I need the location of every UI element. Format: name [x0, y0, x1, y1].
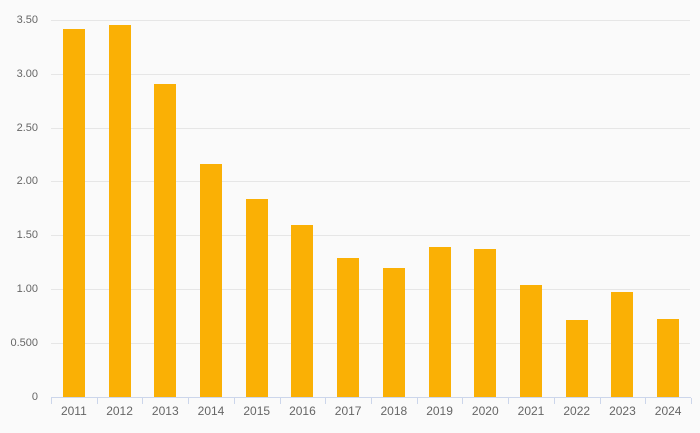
y-axis-label-2.50: 2.50 [16, 121, 38, 134]
gridline-0.500 [51, 343, 690, 345]
y-axis-label-0.500: 0.500 [10, 337, 38, 350]
x-axis-tick [645, 398, 647, 404]
bar-2021[interactable] [520, 284, 542, 397]
bar-2024[interactable] [657, 319, 680, 397]
x-axis-label-2017: 2017 [334, 404, 362, 418]
x-axis-label-2022: 2022 [563, 404, 591, 418]
gridline-2.00 [51, 181, 690, 183]
gridline-1.50 [51, 235, 690, 237]
x-axis-label-2024: 2024 [654, 404, 682, 418]
bar-2013[interactable] [154, 84, 177, 397]
bar-2023[interactable] [611, 292, 634, 397]
x-axis-label-2021: 2021 [517, 404, 545, 418]
x-axis-label-2020: 2020 [471, 404, 499, 418]
bar-2015[interactable] [245, 198, 268, 397]
gridline-3.00 [51, 73, 690, 75]
bar-2016[interactable] [291, 224, 314, 397]
x-axis-tick [508, 398, 510, 404]
x-axis-tick [325, 398, 327, 404]
x-axis-tick [553, 398, 555, 404]
bar-2011[interactable] [62, 29, 85, 397]
x-axis-label-2012: 2012 [106, 404, 133, 418]
x-axis-label-2018: 2018 [380, 404, 408, 418]
x-axis-tick [462, 398, 464, 404]
x-axis-label-2014: 2014 [197, 404, 225, 418]
x-axis-tick [142, 398, 144, 404]
x-axis-tick [96, 398, 98, 404]
x-axis-tick [416, 398, 418, 404]
gridline-1.00 [51, 289, 690, 291]
bar-2022[interactable] [565, 320, 588, 397]
bar-2017[interactable] [337, 257, 360, 397]
x-axis-label-2013: 2013 [151, 404, 179, 418]
x-axis-tick [233, 398, 235, 404]
y-axis-label-1.50: 1.50 [16, 229, 38, 242]
y-axis-label-3.50: 3.50 [16, 13, 38, 26]
gridline-2.50 [51, 127, 690, 129]
x-axis-label-2016: 2016 [289, 404, 316, 418]
bar-2012[interactable] [108, 25, 131, 397]
bar-2019[interactable] [428, 247, 451, 397]
bar-2020[interactable] [474, 249, 497, 397]
bar-2018[interactable] [382, 267, 405, 397]
x-axis-tick [371, 398, 372, 404]
gridline-3.50 [51, 19, 690, 21]
y-axis-label-3.00: 3.00 [16, 67, 38, 80]
x-axis-label-2019: 2019 [426, 404, 453, 418]
x-axis-label-2011: 2011 [60, 404, 87, 418]
x-axis-tick [691, 398, 692, 404]
y-axis-label-1.00: 1.00 [16, 283, 38, 296]
x-axis-tick [599, 398, 601, 404]
y-axis-label-0: 0 [31, 391, 38, 403]
x-axis-label-2015: 2015 [243, 404, 271, 418]
x-axis-label-2023: 2023 [609, 404, 636, 418]
x-axis-tick [188, 398, 190, 404]
bar-2014[interactable] [200, 164, 222, 397]
x-axis-line [51, 397, 691, 398]
x-axis-tick [51, 398, 52, 404]
x-axis-tick [279, 398, 281, 404]
y-axis-label-2.00: 2.00 [16, 175, 38, 188]
